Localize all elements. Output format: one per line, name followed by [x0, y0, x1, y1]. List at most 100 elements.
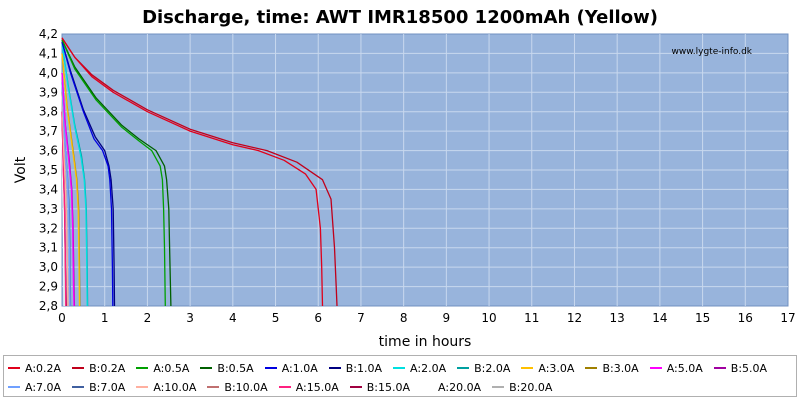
legend-label: B:0.2A	[89, 361, 126, 375]
y-tick-label: 4,0	[39, 66, 58, 80]
legend-swatch	[207, 386, 220, 388]
x-tick-label: 1	[101, 311, 109, 325]
y-tick-label: 3,3	[39, 202, 58, 216]
y-tick-label: 4,1	[39, 46, 58, 60]
y-tick-label: 3,0	[39, 260, 58, 274]
legend-swatch	[8, 367, 20, 369]
legend-label: B:3.0A	[602, 361, 639, 375]
legend-item: B:5.0A	[713, 361, 768, 375]
legend-swatch	[8, 386, 20, 388]
x-tick-label: 14	[652, 311, 667, 325]
legend-item: A:2.0A	[393, 362, 446, 375]
y-tick-label: 3,1	[39, 241, 58, 255]
y-tick-label: 3,8	[39, 105, 58, 119]
series-line	[61, 41, 114, 307]
y-tick-label: 3,4	[39, 182, 58, 196]
legend-item: A:0.5A	[136, 362, 189, 375]
legend-label: A:20.0A	[438, 380, 482, 394]
legend-swatch	[393, 367, 406, 369]
legend-item: A:1.0A	[264, 361, 318, 375]
legend-row: A:7.0A B:7.0A A:10.0A B:10.0A A:15.0A B:15.0A…	[8, 377, 563, 397]
legend-label: A:1.0A	[281, 361, 318, 375]
legend-swatch	[521, 367, 534, 369]
x-tick-label: 3	[186, 311, 194, 325]
series-line	[61, 37, 324, 307]
series-line	[61, 111, 67, 307]
series-line	[61, 53, 81, 307]
legend-swatch	[136, 386, 149, 388]
legend-swatch	[421, 386, 434, 388]
y-tick-label: 4,2	[39, 27, 58, 41]
legend-label: B:0.5A	[217, 361, 254, 375]
legend-label: B:5.0A	[730, 361, 768, 375]
legend-swatch	[200, 367, 213, 369]
legend-swatch	[72, 367, 85, 369]
legend: A:0.2A B:0.2A A:0.5A B:0.5A A:1.0A B:1.0A A:2.…	[3, 355, 797, 397]
legend-item: B:20.0A	[492, 381, 552, 394]
axis-ticks: 0 1 2 3 4 5 6 7 8 9 10 11 12 13 14 15 16 172,82,93,03,13,…	[39, 27, 796, 325]
legend-label: A:15.0A	[295, 380, 339, 394]
legend-label: B:10.0A	[224, 380, 268, 394]
legend-label: B:15.0A	[366, 380, 411, 394]
x-axis-label: time in hours	[379, 334, 472, 350]
legend-row: A:0.2A B:0.2A A:0.5A B:0.5A A:1.0A B:1.0A A:2.…	[8, 358, 778, 378]
legend-swatch	[713, 367, 726, 369]
series-line	[61, 92, 69, 307]
legend-item: B:10.0A	[207, 380, 268, 394]
series-line	[61, 72, 75, 307]
x-tick-label: 9	[443, 311, 451, 325]
x-tick-label: 8	[400, 311, 408, 325]
legend-label: A:0.2A	[25, 361, 62, 375]
legend-swatch	[278, 386, 291, 388]
series-lines	[61, 37, 338, 307]
series-line	[61, 43, 88, 307]
legend-item: B:0.2A	[72, 362, 125, 375]
x-tick-label: 15	[695, 311, 710, 325]
watermark: www.lygte-info.dk	[672, 47, 753, 57]
grid-lines	[62, 34, 788, 306]
y-axis-label: Volt	[13, 156, 29, 183]
y-tick-label: 3,2	[39, 221, 58, 235]
y-tick-label: 3,5	[39, 163, 58, 177]
x-tick-label: 6	[314, 311, 322, 325]
y-tick-label: 3,7	[39, 124, 58, 138]
legend-item: A:20.0A	[421, 381, 481, 394]
x-tick-label: 13	[610, 311, 625, 325]
legend-item: B:2.0A	[457, 362, 510, 375]
legend-swatch	[72, 386, 85, 388]
y-tick-label: 2,9	[39, 280, 58, 294]
legend-item: A:0.2A	[8, 362, 61, 375]
x-tick-label: 0	[58, 311, 66, 325]
discharge-chart: Discharge, time: AWT IMR18500 1200mAh (Y…	[13, 7, 796, 350]
x-tick-label: 4	[229, 311, 237, 325]
legend-label: A:10.0A	[153, 380, 197, 394]
legend-swatch	[457, 367, 470, 369]
legend-item: B:3.0A	[585, 361, 639, 375]
legend-swatch	[136, 367, 149, 369]
legend-label: A:7.0A	[25, 380, 62, 394]
legend-swatch	[649, 367, 662, 369]
legend-swatch	[264, 367, 277, 369]
series-line	[61, 39, 166, 307]
legend-item: A:5.0A	[649, 362, 703, 375]
legend-item: B:1.0A	[328, 361, 383, 375]
x-tick-label: 11	[524, 311, 539, 325]
chart-title: Discharge, time: AWT IMR18500 1200mAh (Y…	[142, 7, 658, 28]
legend-item: B:7.0A	[72, 381, 125, 394]
legend-swatch	[585, 367, 598, 369]
legend-item: A:7.0A	[8, 381, 61, 394]
legend-item: A:10.0A	[136, 381, 196, 394]
legend-item: A:3.0A	[521, 362, 574, 375]
legend-swatch	[349, 386, 362, 388]
x-tick-label: 5	[272, 311, 280, 325]
legend-item: B:15.0A	[349, 380, 411, 394]
y-tick-label: 3,9	[39, 85, 58, 99]
legend-label: B:1.0A	[345, 361, 383, 375]
legend-item: A:15.0A	[278, 380, 339, 394]
x-tick-label: 2	[144, 311, 152, 325]
legend-item: B:0.5A	[200, 361, 254, 375]
y-tick-label: 3,6	[39, 144, 58, 158]
legend-swatch	[328, 367, 341, 369]
x-tick-label: 12	[567, 311, 582, 325]
series-line	[61, 39, 172, 307]
